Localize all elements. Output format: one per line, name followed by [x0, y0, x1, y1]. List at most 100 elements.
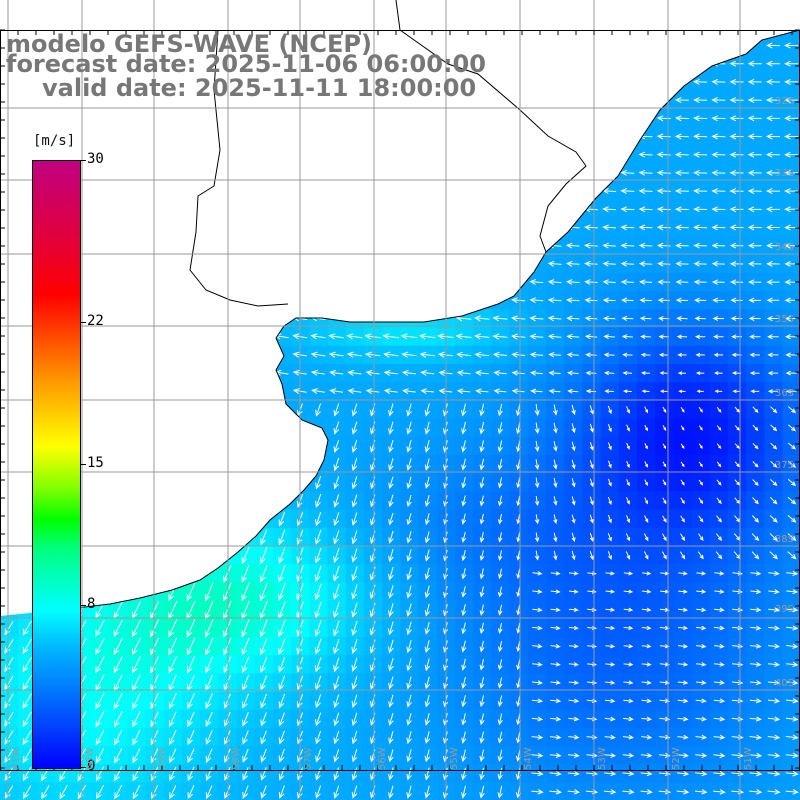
- wind-vector-arrow: [568, 662, 579, 667]
- wind-vector-arrow: [604, 716, 616, 722]
- wind-vector-arrow: [693, 169, 708, 176]
- wind-vector-arrow: [22, 657, 32, 673]
- wind-vector-arrow: [623, 571, 634, 576]
- wind-vector-arrow: [787, 515, 797, 523]
- wind-vector-arrow: [329, 388, 344, 395]
- wind-vector-arrow: [530, 388, 543, 394]
- wind-vector-arrow: [315, 494, 322, 508]
- wind-vector-arrow: [605, 589, 616, 594]
- wind-vector-arrow: [698, 461, 703, 468]
- wind-vector-arrow: [550, 589, 561, 594]
- wind-vector-arrow: [694, 297, 707, 303]
- wind-vector-arrow: [589, 514, 594, 524]
- wind-vector-arrow: [767, 389, 778, 394]
- wind-vector-arrow: [787, 424, 796, 432]
- wind-vector-arrow: [693, 279, 707, 285]
- wind-vector-arrow: [242, 712, 249, 727]
- wind-vector-arrow: [406, 567, 412, 581]
- wind-vector-arrow: [607, 533, 612, 542]
- wind-vector-arrow: [492, 333, 508, 340]
- wind-vector-arrow: [693, 261, 707, 267]
- wind-vector-arrow: [729, 60, 744, 67]
- wind-vector-arrow: [621, 334, 633, 340]
- wind-vector-arrow: [4, 785, 14, 799]
- wind-vector-arrow: [461, 622, 467, 635]
- valid-date: valid date: 2025-11-11 18:00:00: [42, 74, 477, 102]
- wind-vector-arrow: [752, 479, 759, 486]
- wind-vector-arrow: [259, 637, 268, 656]
- wind-vector-arrow: [787, 478, 797, 487]
- wind-vector-arrow: [604, 752, 617, 758]
- wind-vector-arrow: [626, 424, 630, 432]
- wind-vector-arrow: [675, 206, 689, 213]
- wind-vector-arrow: [770, 479, 778, 486]
- wind-vector-arrow: [461, 640, 467, 653]
- wind-vector-arrow: [516, 532, 521, 543]
- wind-vector-arrow: [752, 497, 759, 505]
- wind-vector-arrow: [620, 224, 635, 231]
- wind-vector-arrow: [310, 369, 325, 376]
- wind-vector-arrow: [620, 169, 635, 176]
- wind-vector-arrow: [388, 603, 394, 618]
- wind-vector-arrow: [749, 698, 762, 704]
- wind-vector-arrow: [714, 371, 723, 375]
- wind-vector-arrow: [534, 477, 540, 489]
- wind-vector-arrow: [95, 656, 105, 674]
- wind-vector-arrow: [695, 752, 708, 758]
- wind-vector-arrow: [315, 675, 322, 691]
- wind-vector-arrow: [604, 789, 617, 795]
- wind-vector-arrow: [769, 551, 779, 560]
- wind-vector-arrow: [314, 638, 322, 655]
- wind-vector-arrow: [278, 748, 285, 763]
- wind-vector-arrow: [566, 333, 580, 340]
- wind-vector-arrow: [712, 316, 725, 321]
- wind-vector-arrow: [532, 607, 543, 613]
- wind-vector-arrow: [550, 716, 562, 722]
- wind-vector-arrow: [511, 388, 525, 394]
- wind-vector-arrow: [497, 731, 503, 744]
- wind-vector-arrow: [497, 421, 503, 435]
- wind-vector-arrow: [516, 568, 521, 580]
- wind-vector-arrow: [767, 680, 781, 686]
- wind-vector-arrow: [351, 584, 358, 600]
- wind-vector-arrow: [644, 443, 648, 450]
- wind-vector-arrow: [529, 333, 544, 340]
- wind-vector-arrow: [585, 370, 597, 376]
- wind-vector-arrow: [787, 460, 797, 468]
- wind-vector-arrow: [205, 656, 214, 674]
- wind-vector-arrow: [785, 352, 797, 358]
- wind-vector-arrow: [748, 279, 762, 285]
- wind-vector-arrow: [623, 716, 634, 722]
- wind-vector-arrow: [347, 388, 362, 395]
- wind-vector-arrow: [765, 78, 780, 85]
- wind-vector-arrow: [676, 334, 688, 339]
- wind-vector-arrow: [388, 658, 394, 672]
- wind-vector-arrow: [259, 619, 268, 638]
- wind-vector-arrow: [730, 297, 743, 303]
- wind-vector-arrow: [534, 459, 540, 471]
- wind-vector-arrow: [734, 425, 740, 431]
- wind-vector-arrow: [769, 533, 778, 542]
- wind-vector-arrow: [461, 604, 467, 617]
- wind-vector-arrow: [550, 680, 561, 685]
- wind-vector-arrow: [479, 695, 485, 708]
- wind-vector-arrow: [333, 476, 340, 490]
- colorbar-tick-label: 30: [87, 151, 104, 167]
- wind-vector-arrow: [734, 479, 741, 486]
- wind-vector-arrow: [567, 752, 580, 758]
- wind-vector-arrow: [516, 550, 521, 561]
- wind-vector-arrow: [351, 675, 358, 690]
- wind-vector-arrow: [784, 133, 799, 140]
- wind-vector-arrow: [479, 713, 485, 726]
- wind-vector-arrow: [388, 476, 394, 490]
- wind-vector-arrow: [767, 370, 779, 376]
- wind-vector-arrow: [534, 440, 540, 453]
- wind-vector-arrow: [605, 625, 616, 631]
- wind-vector-arrow: [383, 388, 398, 395]
- wind-vector-arrow: [568, 734, 580, 740]
- wind-vector-arrow: [696, 625, 707, 631]
- wind-vector-arrow: [620, 206, 635, 213]
- wind-vector-arrow: [785, 752, 799, 759]
- wind-vector-arrow: [364, 333, 381, 340]
- wind-vector-arrow: [659, 625, 670, 631]
